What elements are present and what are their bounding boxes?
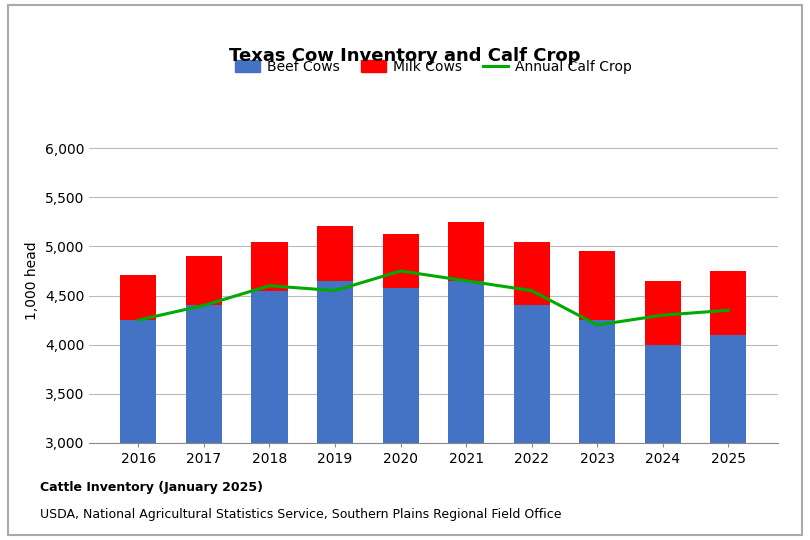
Bar	[448, 281, 484, 540]
Bar	[121, 320, 156, 540]
Bar	[186, 256, 222, 305]
Bar	[579, 320, 616, 540]
Bar	[514, 305, 550, 540]
Bar	[382, 234, 419, 288]
Bar	[251, 241, 288, 291]
Bar	[645, 281, 680, 345]
Text: Texas Cow Inventory and Calf Crop: Texas Cow Inventory and Calf Crop	[229, 47, 581, 65]
Bar	[186, 305, 222, 540]
Bar	[317, 226, 353, 281]
Bar	[382, 288, 419, 540]
Bar	[448, 222, 484, 281]
Legend: Beef Cows, Milk Cows, Annual Calf Crop: Beef Cows, Milk Cows, Annual Calf Crop	[230, 55, 637, 79]
Bar	[317, 281, 353, 540]
Text: USDA, National Agricultural Statistics Service, Southern Plains Regional Field O: USDA, National Agricultural Statistics S…	[40, 508, 562, 521]
Y-axis label: 1,000 head: 1,000 head	[25, 241, 39, 320]
Bar	[579, 251, 616, 320]
Bar	[121, 275, 156, 320]
Bar	[514, 241, 550, 305]
Bar	[710, 335, 746, 540]
Text: Cattle Inventory (January 2025): Cattle Inventory (January 2025)	[40, 481, 263, 494]
Bar	[251, 291, 288, 540]
Bar	[710, 271, 746, 335]
Bar	[645, 345, 680, 540]
